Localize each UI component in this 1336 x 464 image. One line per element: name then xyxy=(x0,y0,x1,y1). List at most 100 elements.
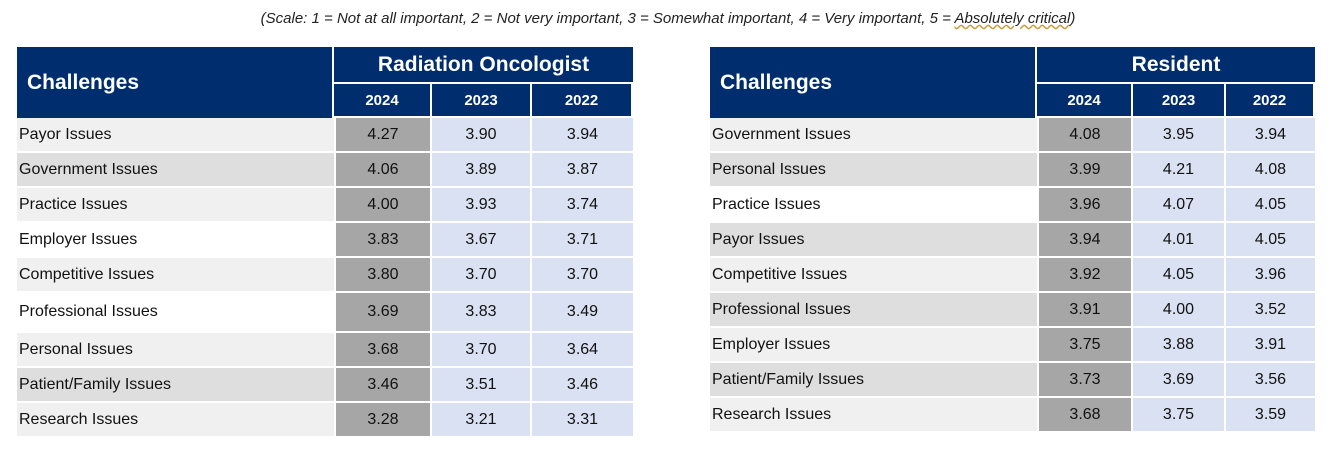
challenges-header: Challenges xyxy=(710,47,1037,118)
challenge-label: Personal Issues xyxy=(17,333,334,368)
value-2022: 4.05 xyxy=(1224,188,1315,223)
year-header: 2022 xyxy=(1224,84,1315,118)
challenge-label: Employer Issues xyxy=(710,328,1037,363)
value-2024: 4.27 xyxy=(334,118,430,153)
value-2024: 4.06 xyxy=(334,153,430,188)
challenge-label: Professional Issues xyxy=(17,293,334,333)
year-header: 2024 xyxy=(334,84,430,118)
value-2022: 3.94 xyxy=(530,118,633,153)
table-row: Competitive Issues 3.80 3.70 3.70 xyxy=(17,258,633,293)
challenge-label: Personal Issues xyxy=(710,153,1037,188)
value-2024: 3.68 xyxy=(334,333,430,368)
table-row: Employer Issues 3.75 3.88 3.91 xyxy=(710,328,1315,363)
year-header: 2023 xyxy=(430,84,530,118)
value-2022: 3.70 xyxy=(530,258,633,293)
year-header: 2022 xyxy=(530,84,633,118)
challenge-label: Competitive Issues xyxy=(17,258,334,293)
scale-note-emphasis: Absolutely critical xyxy=(954,10,1071,27)
value-2024: 3.99 xyxy=(1037,153,1131,188)
table-row: Personal Issues 3.99 4.21 4.08 xyxy=(710,153,1315,188)
value-2023: 4.07 xyxy=(1131,188,1224,223)
value-2024: 3.80 xyxy=(334,258,430,293)
challenge-label: Research Issues xyxy=(17,403,334,438)
resident-table: Challenges Resident 2024 2023 2022 Gover… xyxy=(710,47,1315,433)
value-2023: 3.89 xyxy=(430,153,530,188)
value-2022: 4.08 xyxy=(1224,153,1315,188)
value-2024: 3.92 xyxy=(1037,258,1131,293)
table-row: Research Issues 3.68 3.75 3.59 xyxy=(710,398,1315,433)
value-2024: 3.68 xyxy=(1037,398,1131,433)
value-2023: 3.88 xyxy=(1131,328,1224,363)
value-2023: 3.93 xyxy=(430,188,530,223)
value-2024: 4.08 xyxy=(1037,118,1131,153)
value-2024: 3.75 xyxy=(1037,328,1131,363)
value-2024: 3.94 xyxy=(1037,223,1131,258)
group-header: Radiation Oncologist xyxy=(334,47,633,84)
scale-note-prefix: (Scale: 1 = Not at all important, 2 = No… xyxy=(260,10,955,27)
value-2024: 3.83 xyxy=(334,223,430,258)
table-row: Competitive Issues 3.92 4.05 3.96 xyxy=(710,258,1315,293)
challenge-label: Patient/Family Issues xyxy=(17,368,334,403)
year-header: 2024 xyxy=(1037,84,1131,118)
value-2024: 3.96 xyxy=(1037,188,1131,223)
value-2022: 3.91 xyxy=(1224,328,1315,363)
scale-note-suffix: ) xyxy=(1070,10,1076,27)
radiation-oncologist-table: Challenges Radiation Oncologist 2024 202… xyxy=(17,47,633,438)
value-2023: 3.95 xyxy=(1131,118,1224,153)
value-2023: 3.75 xyxy=(1131,398,1224,433)
scale-note: (Scale: 1 = Not at all important, 2 = No… xyxy=(0,10,1336,27)
value-2022: 3.49 xyxy=(530,293,633,333)
value-2022: 3.71 xyxy=(530,223,633,258)
value-2023: 3.83 xyxy=(430,293,530,333)
value-2023: 4.05 xyxy=(1131,258,1224,293)
value-2024: 4.00 xyxy=(334,188,430,223)
value-2022: 3.64 xyxy=(530,333,633,368)
value-2022: 3.31 xyxy=(530,403,633,438)
value-2022: 3.59 xyxy=(1224,398,1315,433)
challenge-label: Competitive Issues xyxy=(710,258,1037,293)
challenge-label: Payor Issues xyxy=(17,118,334,153)
value-2024: 3.46 xyxy=(334,368,430,403)
value-2022: 3.46 xyxy=(530,368,633,403)
table-row: Payor Issues 4.27 3.90 3.94 xyxy=(17,118,633,153)
table-row: Employer Issues 3.83 3.67 3.71 xyxy=(17,223,633,258)
value-2022: 3.94 xyxy=(1224,118,1315,153)
value-2022: 3.87 xyxy=(530,153,633,188)
value-2022: 4.05 xyxy=(1224,223,1315,258)
table-row: Payor Issues 3.94 4.01 4.05 xyxy=(710,223,1315,258)
challenges-header: Challenges xyxy=(17,47,334,118)
value-2022: 3.74 xyxy=(530,188,633,223)
value-2023: 3.90 xyxy=(430,118,530,153)
table-row: Government Issues 4.06 3.89 3.87 xyxy=(17,153,633,188)
value-2024: 3.91 xyxy=(1037,293,1131,328)
table-row: Government Issues 4.08 3.95 3.94 xyxy=(710,118,1315,153)
table-row: Personal Issues 3.68 3.70 3.64 xyxy=(17,333,633,368)
value-2022: 3.52 xyxy=(1224,293,1315,328)
challenge-label: Research Issues xyxy=(710,398,1037,433)
table-row: Research Issues 3.28 3.21 3.31 xyxy=(17,403,633,438)
year-header: 2023 xyxy=(1131,84,1224,118)
challenge-label: Professional Issues xyxy=(710,293,1037,328)
value-2023: 3.70 xyxy=(430,258,530,293)
value-2022: 3.56 xyxy=(1224,363,1315,398)
table-row: Patient/Family Issues 3.73 3.69 3.56 xyxy=(710,363,1315,398)
value-2023: 3.70 xyxy=(430,333,530,368)
table-row: Practice Issues 3.96 4.07 4.05 xyxy=(710,188,1315,223)
table-row: Patient/Family Issues 3.46 3.51 3.46 xyxy=(17,368,633,403)
value-2024: 3.73 xyxy=(1037,363,1131,398)
value-2024: 3.69 xyxy=(334,293,430,333)
value-2023: 3.21 xyxy=(430,403,530,438)
challenge-label: Government Issues xyxy=(710,118,1037,153)
value-2023: 4.00 xyxy=(1131,293,1224,328)
value-2023: 3.69 xyxy=(1131,363,1224,398)
value-2023: 4.01 xyxy=(1131,223,1224,258)
table-row: Professional Issues 3.91 4.00 3.52 xyxy=(710,293,1315,328)
value-2024: 3.28 xyxy=(334,403,430,438)
table-row: Practice Issues 4.00 3.93 3.74 xyxy=(17,188,633,223)
value-2023: 4.21 xyxy=(1131,153,1224,188)
value-2022: 3.96 xyxy=(1224,258,1315,293)
table-row: Professional Issues 3.69 3.83 3.49 xyxy=(17,293,633,333)
challenge-label: Payor Issues xyxy=(710,223,1037,258)
challenge-label: Government Issues xyxy=(17,153,334,188)
challenge-label: Patient/Family Issues xyxy=(710,363,1037,398)
